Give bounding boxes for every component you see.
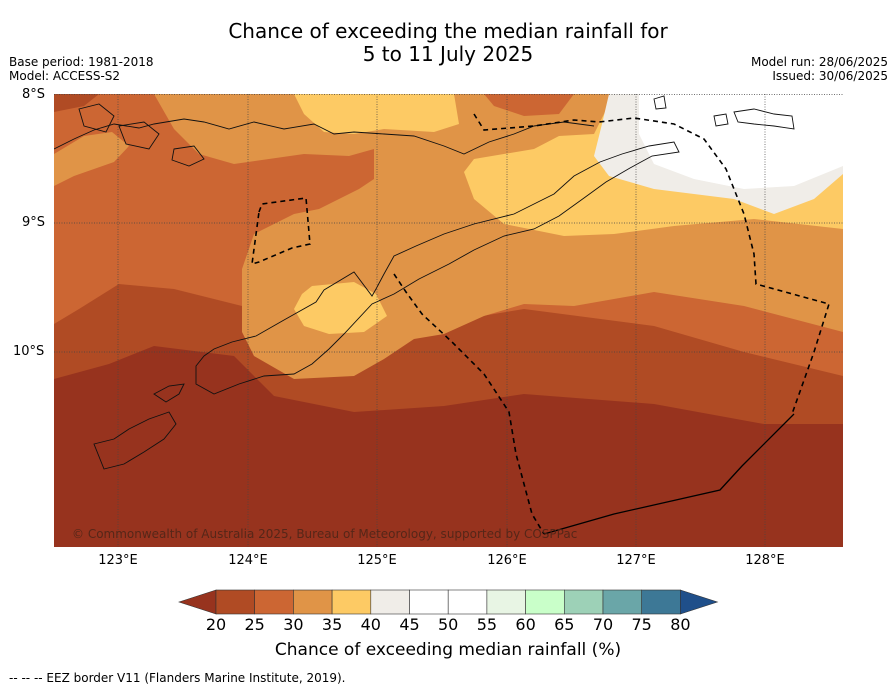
corner-patch-north (484, 94, 574, 116)
lon-label-124e: 124°E (228, 553, 268, 568)
colorbar-tick-label: 50 (438, 615, 459, 634)
colorbar-tick-label: 55 (476, 615, 498, 634)
colorbar-tick-label: 70 (592, 615, 614, 634)
colorbar-tick-label: 45 (399, 615, 420, 634)
colorbar-segments (178, 589, 719, 615)
colorbar-segment (525, 589, 565, 615)
coastlines (54, 95, 795, 470)
lon-label-123e: 123°E (98, 553, 138, 568)
colorbar-segment (602, 589, 643, 615)
band-30-35-west (54, 132, 129, 186)
eez-border-north (473, 113, 831, 415)
copyright-text: © Commonwealth of Australia 2025, Bureau… (72, 527, 577, 541)
meta-left: Base period: 1981-2018 Model: ACCESS-S2 (9, 55, 154, 83)
colorbar-segment (447, 589, 488, 615)
model-name: Model: ACCESS-S2 (9, 69, 121, 83)
colorbar-tick-label: 60 (515, 615, 536, 634)
rainfall-map: © Commonwealth of Australia 2025, Bureau… (54, 94, 843, 547)
rote-coast (153, 383, 185, 403)
band-35-40-patch (294, 282, 387, 334)
lat-label-10s: 10°S (13, 344, 45, 359)
colorbar-title: Chance of exceeding median rainfall (%) (274, 640, 622, 660)
colorbar-segment (293, 589, 333, 615)
colorbar-segment (254, 589, 294, 615)
island-coast-4 (653, 95, 667, 110)
gridlines (54, 94, 843, 547)
title-line-2: 5 to 11 July 2025 (362, 42, 534, 66)
lon-label-125e: 125°E (357, 553, 397, 568)
colorbar-segment (331, 589, 372, 615)
title-line-1: Chance of exceeding the median rainfall … (228, 19, 668, 43)
colorbar-tick-label: 30 (283, 615, 304, 634)
colorbar-segment (486, 589, 526, 615)
colorbar-tick-label: 75 (631, 615, 652, 634)
colorbar-segment (563, 589, 604, 615)
lon-label-127e: 127°E (616, 553, 656, 568)
colorbar-tick-label: 20 (205, 615, 227, 634)
island-coast-1 (78, 103, 115, 133)
colorbar-tick-label: 25 (244, 615, 265, 634)
colorbar-arrow-low (178, 589, 217, 615)
lon-label-128e: 128°E (745, 553, 785, 568)
lat-label-8s: 8°S (22, 87, 46, 102)
timor-coast (195, 141, 680, 395)
colorbar-segment (370, 589, 410, 615)
island-coast-3 (171, 145, 205, 167)
eez-border-west (393, 273, 545, 535)
colorbar-segment (641, 589, 681, 615)
colorbar-tick-label: 35 (321, 615, 343, 634)
model-run: Model run: 28/06/2025 (750, 55, 888, 69)
rainfall-contours (54, 94, 843, 547)
colorbar-segment (409, 589, 449, 615)
colorbar-arrow-high (680, 589, 719, 615)
island-coast-2 (118, 121, 160, 150)
lat-label-9s: 9°S (22, 215, 46, 230)
colorbar-tick-label: 65 (554, 615, 575, 634)
island-coast-6 (713, 113, 729, 127)
band-35-40-top (294, 94, 459, 134)
base-period: Base period: 1981-2018 (9, 55, 154, 69)
eez-footnote: -- -- -- EEZ border V11 (Flanders Marine… (9, 671, 346, 685)
colorbar (178, 589, 719, 615)
colorbar-segment (215, 589, 256, 615)
lon-label-126e: 126°E (487, 553, 527, 568)
colorbar-tick-label: 80 (670, 615, 691, 634)
meta-right: Model run: 28/06/2025 Issued: 30/06/2025 (751, 55, 888, 83)
map-title: Chance of exceeding the median rainfall … (0, 20, 896, 66)
colorbar-tick-label: 40 (360, 615, 381, 634)
eez-border-south (543, 413, 795, 535)
island-coast-5 (733, 108, 795, 130)
issued-date: Issued: 30/06/2025 (772, 69, 888, 83)
eez-border (251, 113, 831, 535)
corner-patch-west (54, 94, 99, 112)
flores-coast (54, 118, 595, 155)
sawu-coast (93, 411, 177, 470)
eez-border-enclave (251, 197, 311, 266)
